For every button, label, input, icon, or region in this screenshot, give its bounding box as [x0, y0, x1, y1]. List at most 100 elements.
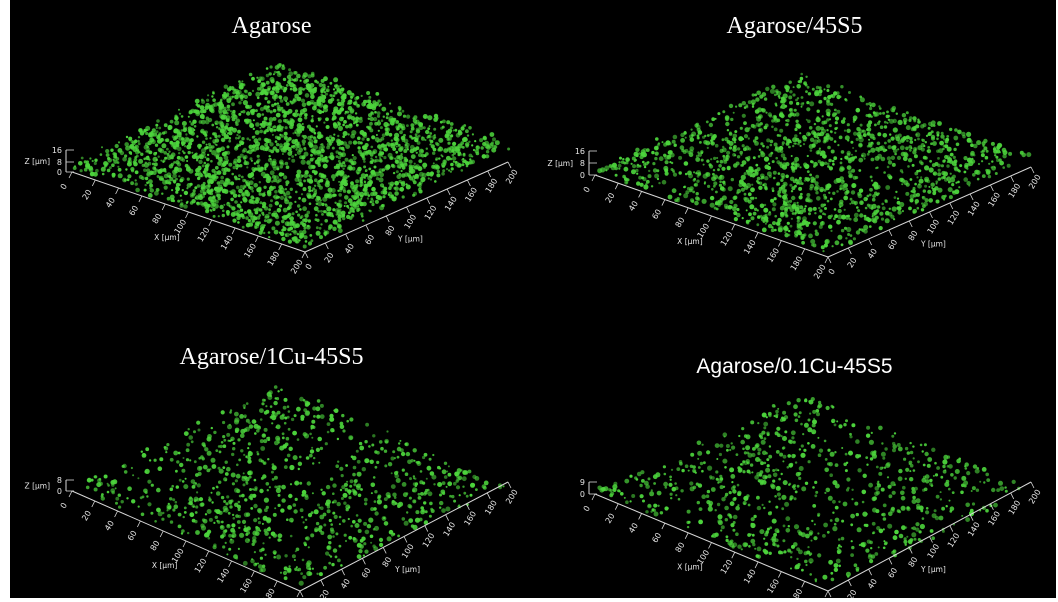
- y-tick-label: 200: [1027, 173, 1043, 191]
- x-tick-label: 140: [742, 568, 758, 586]
- x-tick-label: 180: [789, 255, 805, 273]
- z-tick-label: 8: [580, 159, 585, 168]
- x-axis-label: X [µm]: [677, 237, 703, 246]
- x-tick-label: 200: [284, 597, 300, 598]
- x-tick-label: 80: [674, 541, 687, 554]
- x-tick-label: 0: [582, 185, 592, 194]
- z-tick-label: 0: [580, 490, 585, 499]
- x-tick-label: 20: [81, 188, 94, 201]
- y-tick-label: 180: [483, 499, 499, 517]
- panel-title: Agarose: [231, 13, 312, 39]
- y-tick-label: 0: [304, 262, 314, 271]
- point-cloud: [85, 385, 505, 586]
- y-tick-label: 40: [866, 577, 879, 590]
- x-tick-label: 180: [789, 587, 805, 598]
- y-tick-label: 200: [504, 168, 520, 186]
- x-tick-label: 0: [582, 504, 592, 513]
- z-tick-label: 9: [580, 478, 585, 487]
- y-tick-label: 160: [986, 510, 1002, 528]
- y-tick-label: 40: [866, 247, 879, 260]
- x-tick-label: 60: [126, 529, 139, 542]
- panel-3d-plot: 0204060801001201401601802000204060801001…: [25, 385, 520, 598]
- panel-agarose-1cu-45s5: Agarose/1Cu-45S5 0 20 40 60 80 100 120 140 160 18…: [10, 299, 533, 598]
- y-tick-label: 140: [966, 200, 982, 218]
- point-cloud: [597, 72, 1032, 253]
- z-tick-label: 8: [57, 476, 62, 485]
- y-tick-label: 80: [907, 229, 920, 242]
- x-tick-label: 200: [812, 263, 828, 281]
- x-tick-label: 60: [650, 208, 663, 221]
- z-tick-label: 0: [57, 168, 62, 177]
- y-tick-label: 20: [846, 256, 859, 269]
- y-tick-label: 100: [400, 542, 416, 560]
- z-axis-label: Z [µm]: [25, 482, 51, 491]
- y-tick-label: 180: [1007, 499, 1023, 517]
- x-tick-label: 140: [742, 238, 758, 256]
- y-tick-label: 60: [886, 566, 899, 579]
- x-tick-label: 160: [238, 577, 254, 595]
- x-tick-label: 80: [674, 216, 687, 229]
- y-tick-label: 40: [343, 242, 356, 255]
- y-tick-label: 180: [1007, 182, 1023, 200]
- x-tick-label: 140: [216, 567, 232, 585]
- point-cloud: [597, 397, 1021, 583]
- y-tick-label: 200: [504, 488, 520, 506]
- y-tick-label: 140: [442, 521, 458, 539]
- x-tick-label: 140: [219, 234, 235, 252]
- x-tick-label: 60: [127, 204, 140, 217]
- x-axis-label: X [µm]: [152, 561, 178, 570]
- x-tick-label: 160: [765, 246, 781, 264]
- x-tick-label: 200: [812, 597, 828, 598]
- y-tick-label: 120: [421, 531, 437, 549]
- panel-agarose-45s5: Agarose/45S5 0 20 40 60 80 100 120 140 160 180 200…: [533, 0, 1056, 299]
- panel-title: Agarose/0.1Cu-45S5: [696, 355, 893, 378]
- x-tick-label: 20: [604, 512, 617, 525]
- y-axis-label: Y [µm]: [920, 240, 946, 249]
- z-axis-label: Z [µm]: [548, 159, 574, 168]
- x-tick-label: 120: [719, 230, 735, 248]
- panel-title: Agarose/1Cu-45S5: [179, 344, 364, 370]
- x-tick-label: 80: [151, 212, 164, 225]
- panel-title: Agarose/45S5: [726, 13, 863, 39]
- y-tick-label: 160: [462, 510, 478, 528]
- y-tick-label: 140: [443, 195, 459, 213]
- y-axis-label: Y [µm]: [397, 235, 423, 244]
- y-tick-label: 20: [323, 251, 336, 264]
- y-tick-label: 100: [926, 542, 942, 560]
- x-tick-label: 80: [149, 539, 162, 552]
- y-tick-label: 160: [463, 186, 479, 204]
- x-tick-label: 40: [103, 519, 116, 532]
- y-tick-label: 60: [886, 238, 899, 251]
- x-tick-label: 180: [266, 250, 282, 268]
- x-axis-label: X [µm]: [677, 563, 703, 572]
- z-tick-label: 8: [57, 158, 62, 167]
- panel-agarose: Agarose 0 20 40 60 80 100 120 140 160 180 200 0 20 40…: [10, 0, 533, 299]
- x-tick-label: 160: [242, 242, 258, 260]
- x-tick-label: 40: [627, 521, 640, 534]
- x-tick-label: 120: [196, 226, 212, 244]
- y-tick-label: 180: [484, 177, 500, 195]
- panel-3d-plot: 0204060801001201401601802000204060801001…: [580, 397, 1043, 598]
- y-tick-label: 80: [381, 555, 394, 568]
- y-tick-label: 80: [384, 224, 397, 237]
- x-tick-label: 120: [193, 557, 209, 575]
- y-tick-label: 40: [339, 577, 352, 590]
- y-tick-label: 0: [827, 267, 837, 276]
- y-tick-label: 140: [966, 521, 982, 539]
- y-tick-label: 100: [926, 218, 942, 236]
- x-tick-label: 180: [261, 587, 277, 598]
- x-tick-label: 40: [627, 199, 640, 212]
- z-tick-label: 16: [575, 147, 585, 156]
- y-tick-label: 60: [363, 233, 376, 246]
- panel-agarose-01cu-45s5: Agarose/0.1Cu-45S5 0 20 40 60 80 100 120 140 160…: [533, 299, 1056, 598]
- x-tick-label: 0: [59, 182, 69, 191]
- y-tick-label: 60: [360, 566, 373, 579]
- z-tick-label: 16: [52, 146, 62, 155]
- y-tick-label: 120: [946, 209, 962, 227]
- figure-background: [10, 0, 1056, 598]
- x-tick-label: 20: [604, 191, 617, 204]
- z-axis-label: Z [µm]: [25, 157, 51, 166]
- y-tick-label: 20: [318, 588, 331, 598]
